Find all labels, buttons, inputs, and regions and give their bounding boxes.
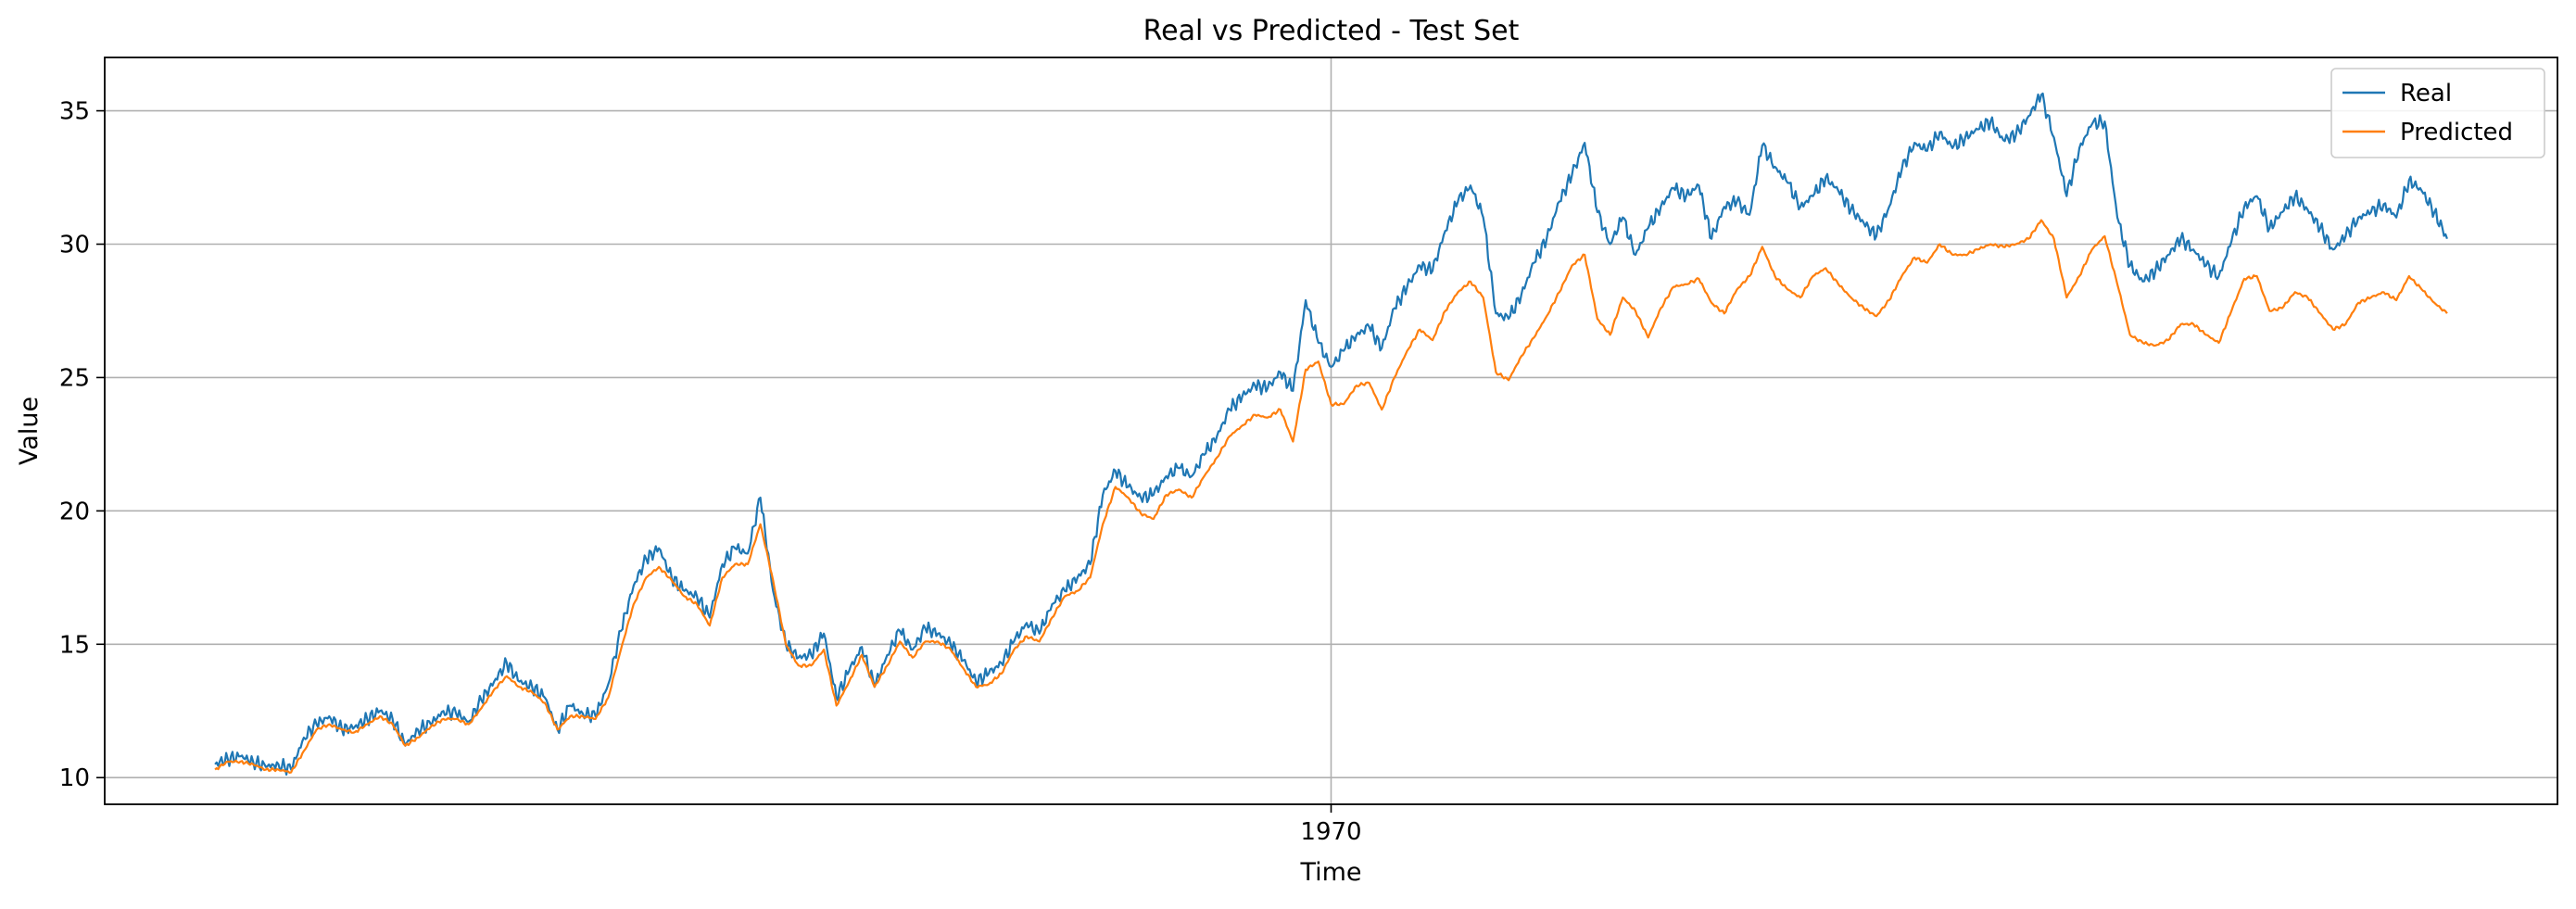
series-line-real <box>214 92 2448 776</box>
legend-box <box>2330 68 2545 158</box>
legend-label: Real <box>2400 80 2452 107</box>
y-tick-label: 35 <box>59 98 90 126</box>
ticks: 10 15 20 25 30 35 1970 <box>59 98 1362 846</box>
series-layer <box>214 92 2448 776</box>
legend-label: Predicted <box>2400 119 2513 146</box>
legend: Real Predicted <box>2330 68 2545 158</box>
y-tick-label: 15 <box>59 631 90 659</box>
chart-title: Real vs Predicted - Test Set <box>1143 15 1520 47</box>
y-tick-label: 20 <box>59 498 90 525</box>
y-tick-label: 25 <box>59 364 90 392</box>
y-tick-label: 30 <box>59 232 90 259</box>
y-tick-label: 10 <box>59 764 90 792</box>
series-line-predicted <box>214 219 2448 774</box>
x-axis-label: Time <box>1299 858 1361 887</box>
grid <box>105 57 2557 804</box>
y-axis-label: Value <box>15 397 44 465</box>
x-tick-label: 1970 <box>1300 818 1361 846</box>
